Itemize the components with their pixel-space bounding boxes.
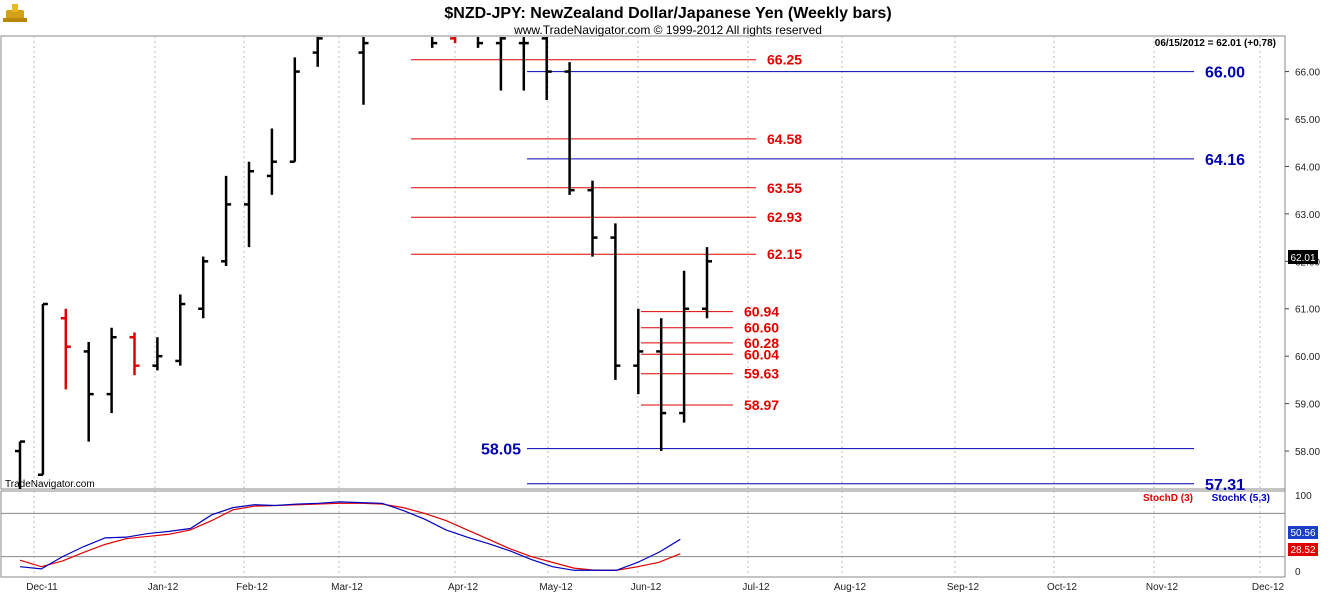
level-label-red: 59.63 [744,366,779,382]
price-level-lines: 66.25 64.58 63.55 62.93 62.15 60.9460.6060.28… [411,52,1245,494]
ohlc-bar [312,37,323,67]
ohlc-bar [587,180,598,257]
level-label-red: 58.97 [744,397,779,413]
ohlc-bar [564,62,575,195]
level-label-red: 64.58 [767,131,802,147]
stochK-line [19,501,681,571]
stochD-legend: StochD (3) [1143,493,1193,504]
level-label-red: 62.15 [767,246,802,262]
ohlc-bar [129,332,140,376]
ohlc-bar [244,161,254,248]
level-label-red: 60.60 [744,320,779,336]
stochastic-lines [19,501,681,571]
ohlc-bar [450,37,457,44]
x-tick-label: Apr-12 [448,582,478,593]
stochK-value: 50.56 [1290,528,1315,539]
ohlc-bar [656,318,667,452]
date-x-axis: Dec-11 Jan-12 Feb-12 Mar-12 Apr-12 May-12 Jun-… [26,582,1284,593]
y-tick-label: 64.00 [1295,162,1320,173]
stochD-line [19,502,681,571]
price-panel-frame [0,35,1286,490]
y-tick-label: 63.00 [1295,210,1320,221]
ohlc-bar [83,341,94,442]
ohlc-bar [15,440,25,489]
level-label-red: 60.28 [744,335,779,351]
stoch-reference-lines [1,512,1285,558]
level-label-red: 63.55 [767,180,802,196]
x-tick-label: Jun-12 [631,582,662,593]
x-tick-label: Sep-12 [947,582,980,593]
x-tick-label: Feb-12 [236,582,268,593]
ohlc-bars [15,37,712,489]
level-label-blue: 64.16 [1205,152,1245,169]
ohlc-bar [175,294,186,366]
ohlc-bar [198,256,209,319]
ohlc-bar [430,37,438,48]
stoch-panel-frame [0,490,1286,578]
y-tick-label: 59.00 [1295,400,1320,411]
current-price-tag [1288,250,1318,264]
ohlc-bar [541,37,552,101]
ohlc-bar [633,308,644,395]
last-price-readout: 06/15/2012 = 62.01 (+0.78) [1155,38,1276,49]
ohlc-bar [476,37,483,48]
stochK-value-tag [1288,526,1318,539]
x-tick-label: Mar-12 [331,582,363,593]
ohlc-bar [289,57,300,163]
ohlc-bar [518,37,529,91]
level-label-red: 60.04 [744,346,779,362]
ohlc-bar [679,270,690,423]
level-label-blue: 57.31 [1205,477,1245,494]
watermark: TradeNavigator.com [5,479,95,490]
vertical-gridlines [33,36,1261,577]
y-tick-label: 60.00 [1295,352,1320,363]
copyright-text: www.TradeNavigator.com © 1999-2012 All r… [513,23,822,37]
stoch-tick-100: 100 [1295,491,1312,502]
ohlc-bar [610,223,621,380]
ohlc-bar [266,128,277,195]
y-tick-label: 58.00 [1295,447,1320,458]
level-label-red: 62.93 [767,209,802,225]
gold-trophy-icon [3,4,27,22]
stoch-tick-0: 0 [1295,567,1301,578]
current-price-label: 62.01 [1290,253,1315,264]
x-tick-label: Nov-12 [1146,582,1179,593]
ohlc-bar [37,302,48,477]
level-label-red: 60.94 [744,304,779,320]
x-tick-label: Dec-11 [26,582,58,593]
x-tick-label: Jan-12 [148,582,179,593]
y-tick-label: 65.00 [1295,115,1320,126]
level-label-blue: 58.05 [481,442,521,459]
x-tick-label: Jul-12 [742,582,770,593]
ohlc-bar [358,37,369,105]
x-tick-label: May-12 [539,582,573,593]
stochK-legend: StochK (5,3) [1212,493,1270,504]
chart-title: $NZD-JPY: NewZealand Dollar/Japanese Yen… [444,5,891,22]
ohlc-bar [60,308,71,390]
x-tick-label: Dec-12 [1252,582,1285,593]
ohlc-bar [221,175,232,267]
stochD-value-tag [1288,543,1318,556]
stochD-value: 28.52 [1290,545,1315,556]
level-label-red: 66.25 [767,52,802,68]
x-tick-label: Oct-12 [1047,582,1077,593]
ohlc-bar [495,37,506,91]
ohlc-bar [152,337,163,371]
ohlc-bar [702,247,712,319]
level-label-blue: 66.00 [1205,65,1245,82]
y-tick-label: 66.00 [1295,68,1320,79]
ohlc-bar [106,327,117,414]
y-tick-label: 61.00 [1295,305,1320,316]
x-tick-label: Aug-12 [834,582,867,593]
